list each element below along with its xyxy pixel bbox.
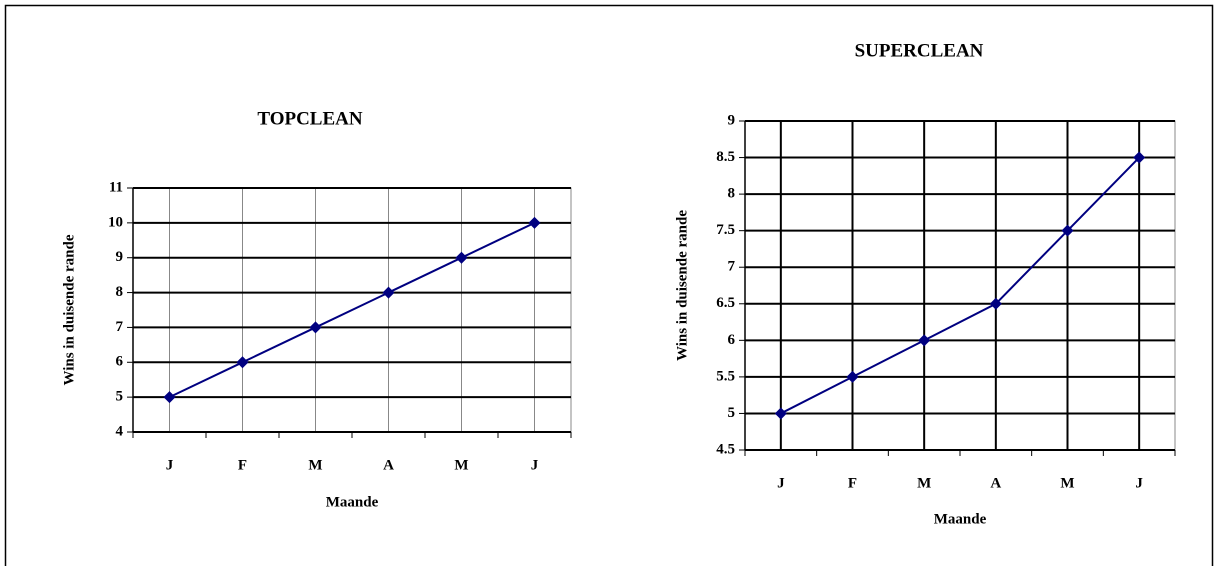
y-tick-label: 7 [728,259,736,275]
x-tick-label: M [454,457,468,473]
y-tick-label: 7 [116,319,124,335]
frame [4,4,1214,566]
y-tick-label: 7.5 [716,222,735,238]
data-point [918,334,931,347]
x-tick-label: J [166,457,174,473]
y-tick-label: 9 [116,249,124,265]
y-tick-label: 8 [116,284,124,300]
data-point [309,321,322,334]
y-axis-label: Wins in duisende rande [674,210,690,361]
x-axis-label: Maande [326,494,379,510]
y-tick-label: 6.5 [716,295,735,311]
data-point [528,216,541,229]
x-tick-label: A [990,475,1001,491]
x-tick-label: F [238,457,247,473]
chart-title: SUPERCLEAN [855,40,984,61]
y-tick-label: 6 [116,354,124,370]
x-tick-label: J [1135,475,1143,491]
chart-title: TOPCLEAN [257,108,363,129]
data-point [236,356,249,369]
x-tick-label: F [848,475,857,491]
x-tick-label: J [777,475,785,491]
x-tick-label: M [1060,475,1074,491]
x-tick-label: M [917,475,931,491]
x-tick-label: A [383,457,394,473]
data-point [989,297,1002,310]
data-point [1133,151,1146,164]
x-tick-label: M [308,457,322,473]
data-point [1061,224,1074,237]
y-tick-label: 5 [116,389,124,405]
y-tick-label: 9 [728,112,736,128]
y-tick-label: 5.5 [716,368,735,384]
y-axis-label: Wins in duisende rande [61,234,77,385]
data-point [846,370,859,383]
data-line [169,221,535,399]
y-tick-label: 8 [728,186,736,202]
y-tick-label: 4.5 [716,441,735,457]
y-tick-label: 4 [116,423,124,439]
y-tick-label: 5 [728,405,736,421]
x-tick-label: J [531,457,539,473]
data-point [382,286,395,299]
y-tick-label: 8.5 [716,149,735,165]
y-tick-label: 11 [109,179,123,195]
data-line [780,156,1140,415]
data-point [455,251,468,264]
y-tick-label: 6 [728,332,736,348]
x-axis-label: Maande [934,511,987,527]
plot-area [744,120,1176,451]
data-point [774,407,787,420]
data-point [163,391,176,404]
y-tick-label: 10 [108,214,123,230]
